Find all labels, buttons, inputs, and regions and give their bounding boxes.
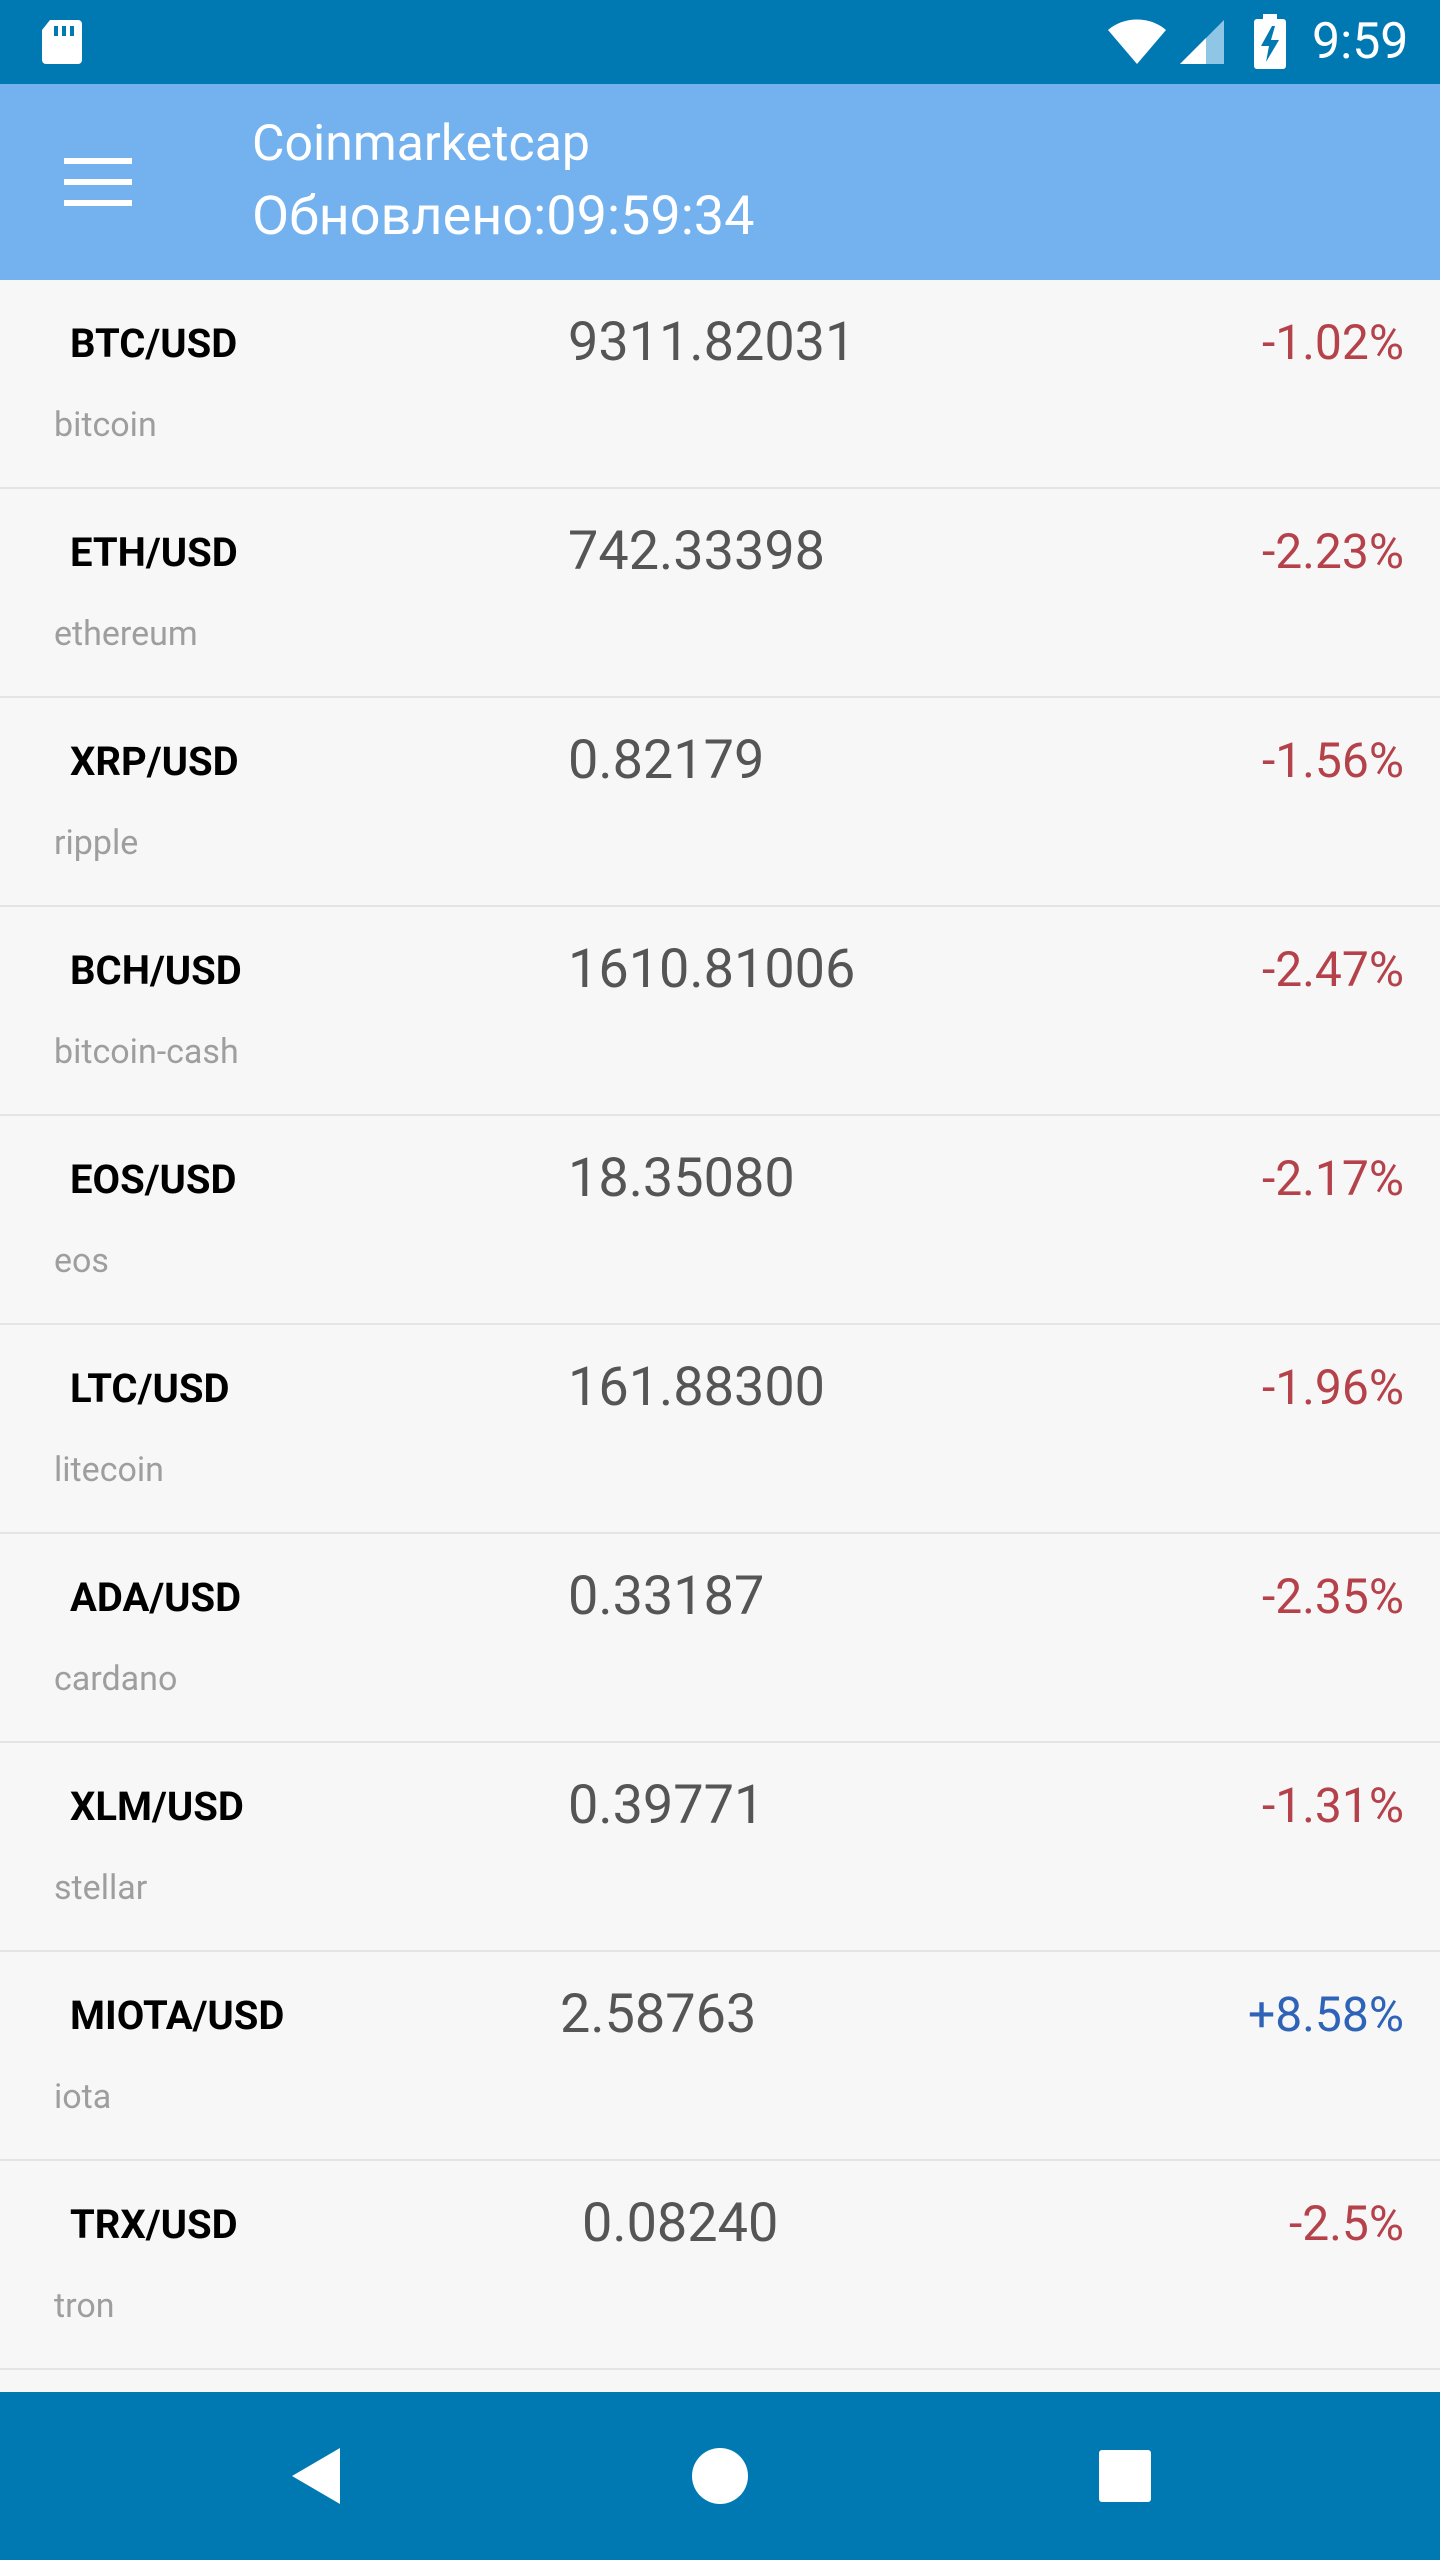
coin-change: -2.35% [1261, 1568, 1404, 1625]
app-bar: Coinmarketcap Обновлено:09:59:34 [0, 84, 1440, 280]
coin-change: +8.58% [1248, 1986, 1404, 2043]
coin-list[interactable]: BTC/USD 9311.82031 -1.02% bitcoin ETH/US… [0, 280, 1440, 2392]
coin-row-eth[interactable]: ETH/USD 742.33398 -2.23% ethereum [0, 489, 1440, 698]
coin-name: bitcoin [54, 405, 157, 445]
sd-card-icon [42, 20, 82, 64]
coin-row-xrp[interactable]: XRP/USD 0.82179 -1.56% ripple [0, 698, 1440, 907]
coin-pair: TRX/USD [70, 2201, 238, 2248]
wifi-icon [1108, 19, 1166, 64]
coin-price: 161.88300 [568, 1356, 826, 1419]
coin-pair: XLM/USD [70, 1783, 244, 1830]
back-button[interactable] [266, 2426, 366, 2526]
coin-change: -1.02% [1261, 314, 1404, 371]
coin-row-bch[interactable]: BCH/USD 1610.81006 -2.47% bitcoin-cash [0, 907, 1440, 1116]
coin-row-eos[interactable]: EOS/USD 18.35080 -2.17% eos [0, 1116, 1440, 1325]
coin-row-ada[interactable]: ADA/USD 0.33187 -2.35% cardano [0, 1534, 1440, 1743]
coin-row-xlm[interactable]: XLM/USD 0.39771 -1.31% stellar [0, 1743, 1440, 1952]
coin-change: -2.5% [1288, 2195, 1404, 2252]
coin-name: eos [54, 1241, 109, 1281]
coin-pair: LTC/USD [70, 1365, 230, 1412]
coin-change: -1.31% [1261, 1777, 1404, 1834]
coin-name: bitcoin-cash [54, 1032, 239, 1072]
coin-name: cardano [54, 1659, 178, 1699]
coin-change: -1.96% [1261, 1359, 1404, 1416]
recents-button[interactable] [1075, 2426, 1175, 2526]
coin-row-miota[interactable]: MIOTA/USD 2.58763 +8.58% iota [0, 1952, 1440, 2161]
coin-name: iota [54, 2077, 112, 2117]
coin-price: 0.39771 [568, 1774, 765, 1837]
menu-button[interactable] [40, 124, 156, 240]
back-icon [292, 2448, 340, 2504]
coin-price: 0.08240 [582, 2192, 779, 2255]
coin-change: -2.23% [1261, 523, 1404, 580]
status-clock: 9:59 [1312, 13, 1409, 71]
coin-price: 1610.81006 [568, 938, 856, 1001]
coin-row-btc[interactable]: BTC/USD 9311.82031 -1.02% bitcoin [0, 280, 1440, 489]
coin-name: stellar [54, 1868, 148, 1908]
coin-row-ltc[interactable]: LTC/USD 161.88300 -1.96% litecoin [0, 1325, 1440, 1534]
coin-pair: ETH/USD [70, 529, 238, 576]
coin-price: 18.35080 [568, 1147, 795, 1210]
updated-timestamp: Обновлено:09:59:34 [252, 185, 755, 248]
coin-price: 0.33187 [568, 1565, 765, 1628]
coin-row-trx[interactable]: TRX/USD 0.08240 -2.5% tron [0, 2161, 1440, 2370]
coin-pair: EOS/USD [70, 1156, 237, 1203]
signal-icon [1180, 20, 1224, 64]
hamburger-menu-icon [64, 158, 132, 206]
battery-charging-icon [1254, 14, 1286, 69]
coin-price: 0.82179 [568, 729, 765, 792]
coin-price: 742.33398 [568, 520, 826, 583]
coin-price: 9311.82031 [568, 311, 856, 374]
coin-pair: BCH/USD [70, 947, 242, 994]
coin-name: ripple [54, 823, 139, 863]
coin-pair: MIOTA/USD [70, 1992, 285, 2039]
system-nav-bar [0, 2392, 1440, 2560]
coin-name: litecoin [54, 1450, 164, 1490]
coin-change: -2.47% [1261, 941, 1404, 998]
app-title: Coinmarketcap [252, 115, 590, 173]
coin-price: 2.58763 [560, 1983, 757, 2046]
coin-pair: ADA/USD [70, 1574, 242, 1621]
coin-pair: XRP/USD [70, 738, 239, 785]
coin-name: ethereum [54, 614, 198, 654]
home-button[interactable] [670, 2426, 770, 2526]
coin-change: -2.17% [1261, 1150, 1404, 1207]
coin-name: tron [54, 2286, 115, 2326]
coin-pair: BTC/USD [70, 320, 238, 367]
coin-change: -1.56% [1261, 732, 1404, 789]
status-bar: 9:59 [0, 0, 1440, 84]
recents-icon [1099, 2450, 1151, 2502]
home-icon [692, 2448, 748, 2504]
